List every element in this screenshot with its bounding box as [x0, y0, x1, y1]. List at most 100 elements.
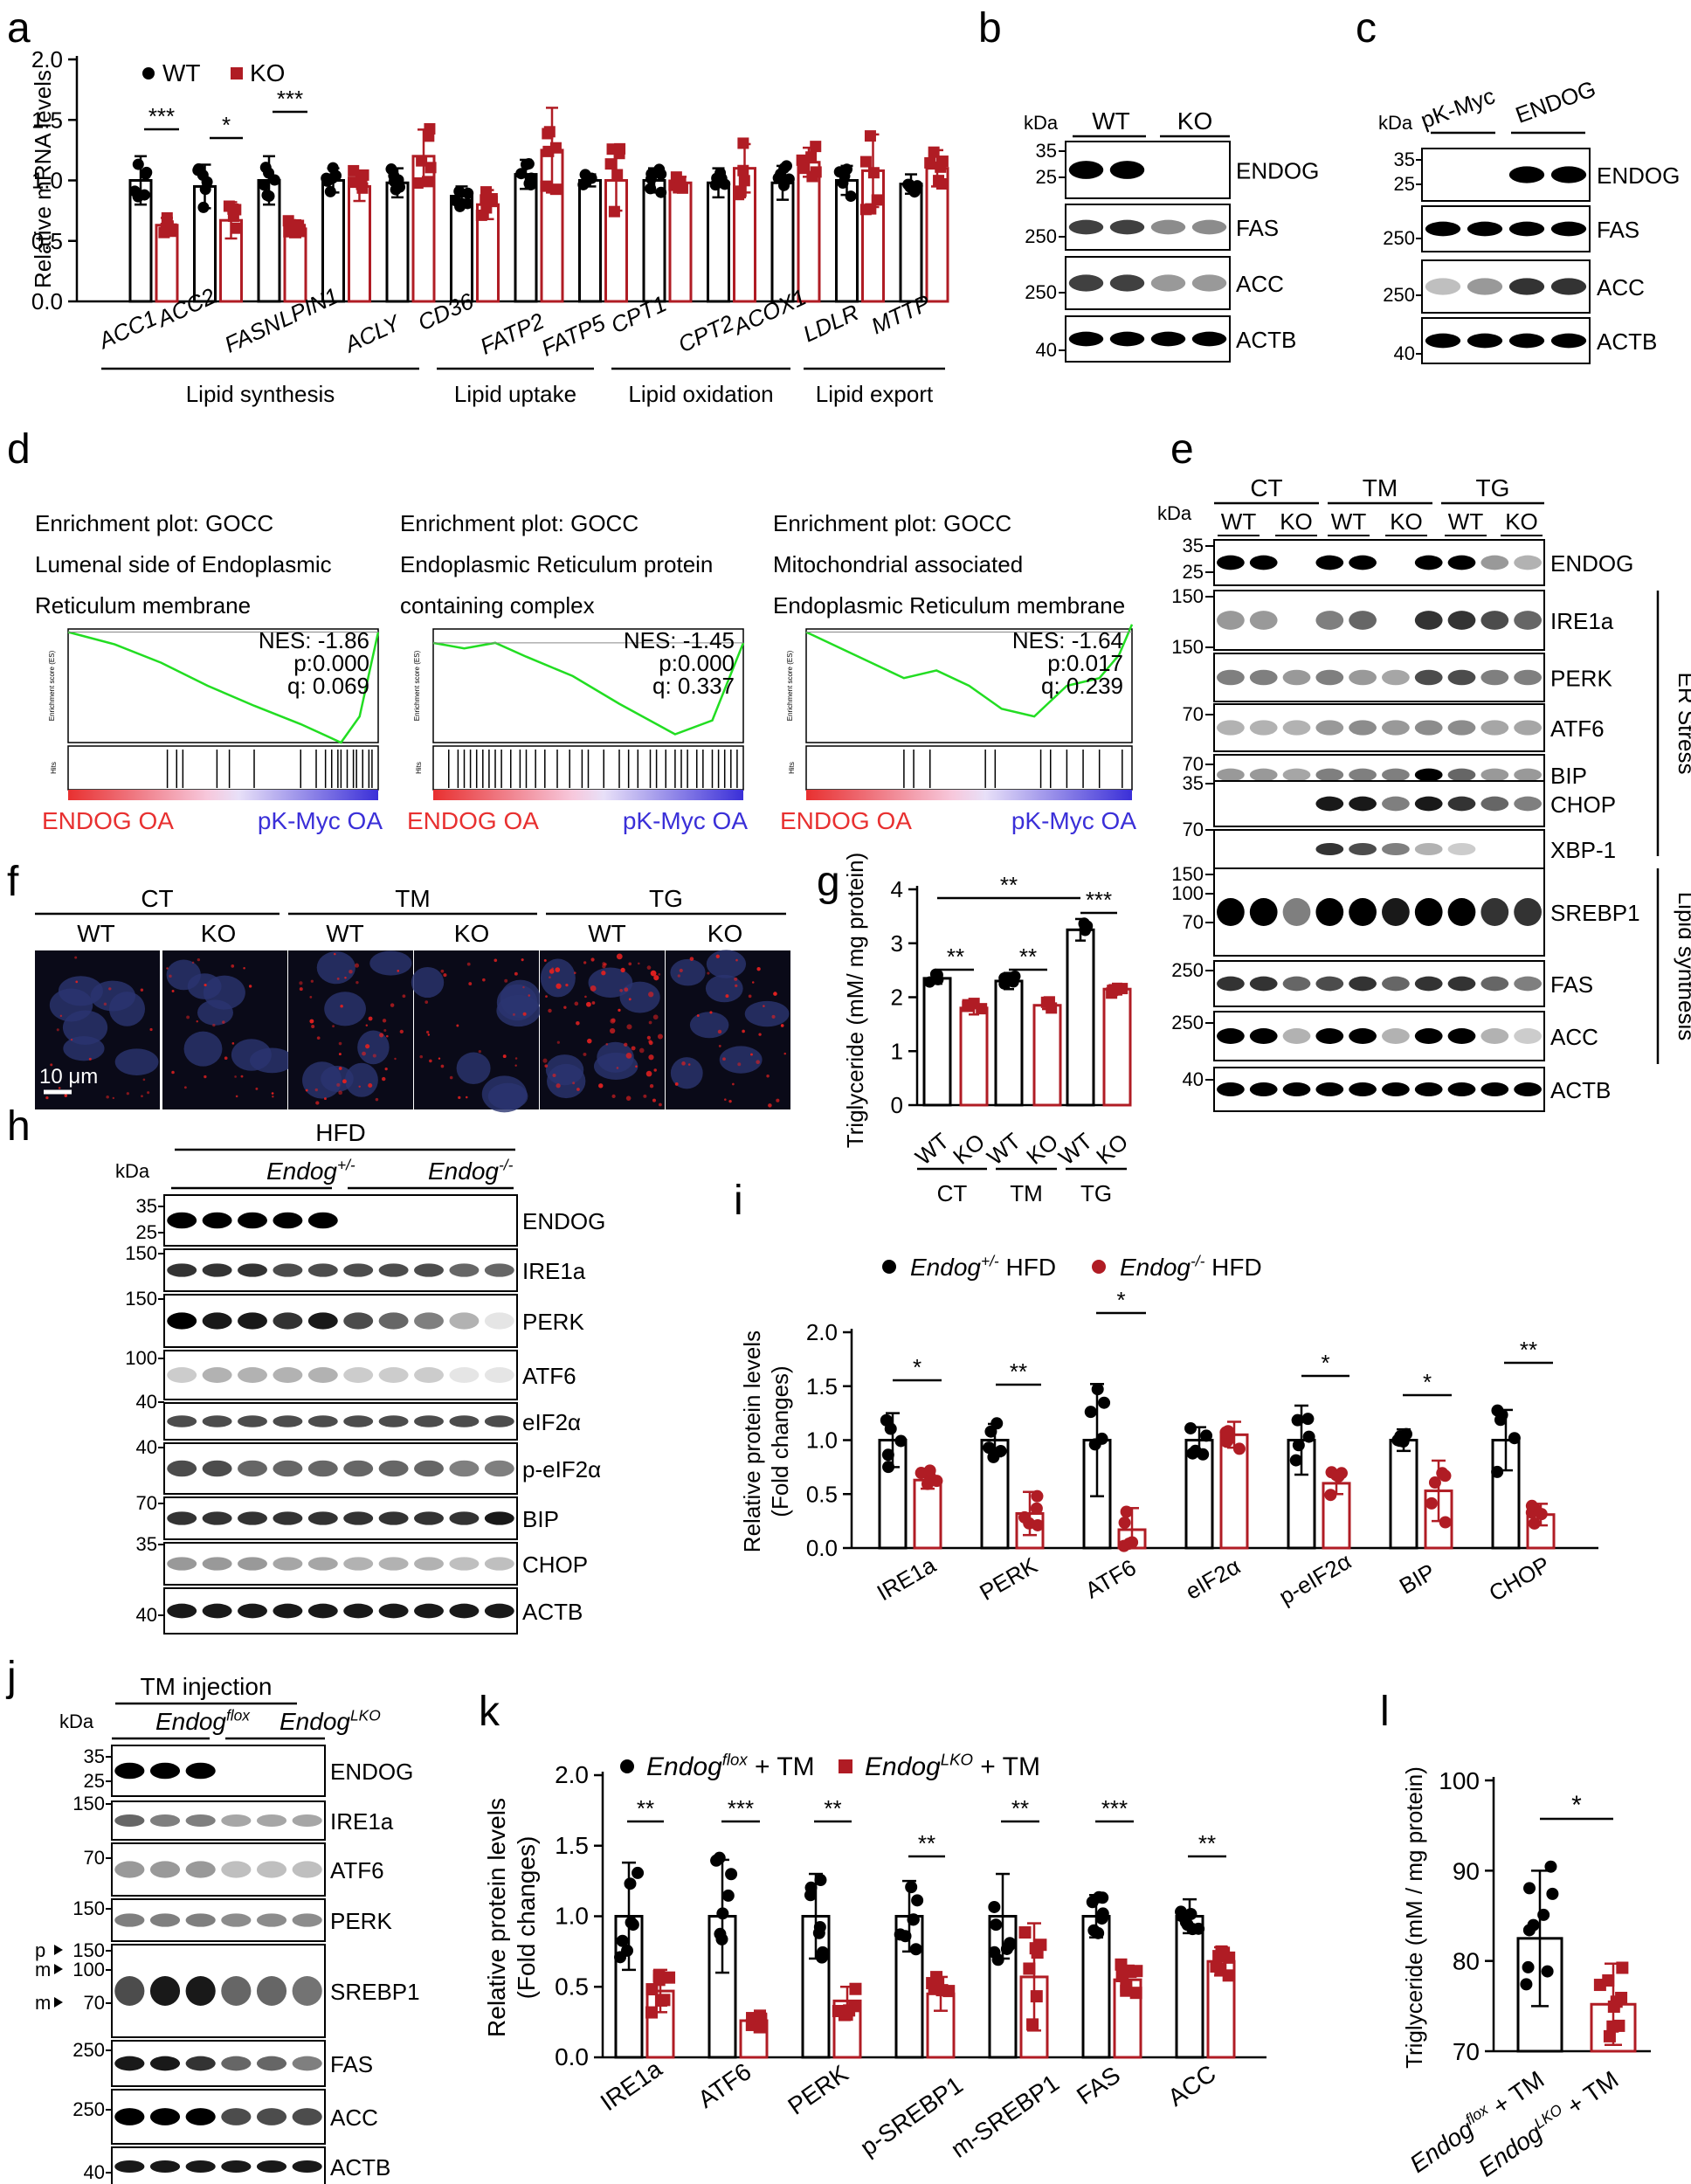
- data-point: [991, 1953, 1004, 1966]
- mw-label: 150: [72, 1793, 105, 1814]
- blot-band: [1068, 274, 1104, 292]
- data-point: [626, 1918, 639, 1932]
- lipid-droplet: [338, 1090, 343, 1095]
- lipid-droplet: [390, 1003, 395, 1007]
- blot-band: [1315, 976, 1344, 992]
- lipid-droplet: [652, 1098, 657, 1102]
- data-point: [674, 176, 687, 189]
- blot-band: [1514, 720, 1542, 736]
- lipid-droplet: [659, 1102, 662, 1107]
- lipid-droplet: [648, 1054, 654, 1061]
- data-point: [814, 1874, 827, 1887]
- data-point: [1520, 1978, 1533, 1991]
- blot-band: [114, 1913, 145, 1927]
- lipid-droplet: [186, 1015, 190, 1019]
- data-point: [725, 1868, 738, 1881]
- blot-band: [1315, 796, 1344, 812]
- genotype-label: WT: [1448, 508, 1484, 535]
- gene-label: CPT1: [607, 290, 671, 338]
- blot-band: [1315, 768, 1344, 782]
- lipid-droplet: [316, 1036, 321, 1040]
- blot-band: [1249, 898, 1278, 926]
- label-part: Endog: [910, 1254, 981, 1281]
- lipid-droplet: [183, 1086, 187, 1089]
- data-point: [1523, 1882, 1536, 1895]
- data-point: [658, 1994, 671, 2007]
- group-label: Endogflox: [155, 1706, 251, 1735]
- bar: [797, 161, 821, 303]
- nucleus: [670, 958, 706, 986]
- lipid-droplet: [323, 1097, 327, 1101]
- lipid-droplet: [748, 994, 752, 999]
- lipid-droplet: [212, 1023, 216, 1027]
- blot-band: [1382, 720, 1410, 736]
- lipid-droplet: [652, 1014, 659, 1020]
- lipid-droplet: [658, 972, 661, 976]
- data-point: [1616, 1961, 1629, 1974]
- blot-band: [1480, 669, 1509, 686]
- lipid-droplet: [625, 1095, 632, 1101]
- blot-band: [149, 2056, 181, 2071]
- x-tick-label: PERK: [975, 1552, 1042, 1606]
- mw-label: 70: [136, 1492, 157, 1514]
- blot-frame: [111, 1944, 326, 2038]
- data-point: [140, 168, 152, 180]
- data-point: [816, 1946, 829, 1959]
- blot-band: [114, 2108, 145, 2125]
- data-point: [894, 1434, 908, 1448]
- lipid-droplet: [715, 954, 720, 958]
- lipid-droplet: [722, 1057, 726, 1061]
- lipid-droplet: [147, 1091, 150, 1095]
- lipid-droplet: [783, 1052, 787, 1055]
- data-point: [737, 164, 749, 176]
- data-point: [1098, 1396, 1111, 1409]
- y-axis-title: Triglyceride (mM / mg protein): [1401, 1766, 1427, 2069]
- gene-label: ACC1: [93, 305, 161, 355]
- blot-band: [1282, 720, 1311, 736]
- lipid-droplet: [780, 1024, 784, 1027]
- data-point: [1184, 1421, 1198, 1434]
- lipid-droplet: [512, 1013, 515, 1016]
- blot-band: [256, 1913, 287, 1927]
- blot-band: [1315, 898, 1344, 926]
- lipid-droplet: [468, 982, 473, 986]
- band-label: FAS: [1236, 215, 1279, 241]
- gsea-title: Mitochondrial associated: [773, 551, 1023, 577]
- blot-band: [1217, 1082, 1245, 1096]
- significance-label: *: [913, 1354, 921, 1380]
- blot-band: [1217, 669, 1245, 686]
- y-tick-label: 0.0: [806, 1535, 838, 1561]
- data-point: [1120, 1505, 1133, 1518]
- data-point: [867, 167, 880, 179]
- data-point: [294, 224, 307, 236]
- blot-band: [1480, 611, 1509, 630]
- lipid-droplet: [336, 1082, 341, 1087]
- data-point: [1546, 1887, 1559, 1900]
- blot-band: [238, 1511, 267, 1525]
- blot-band: [273, 1603, 303, 1619]
- nucleus: [689, 1012, 729, 1039]
- lipid-droplet: [737, 1062, 742, 1067]
- blot-band: [307, 1263, 338, 1277]
- data-point: [894, 1928, 907, 1941]
- lipid-droplet: [771, 1014, 776, 1019]
- mw-label: 250: [1383, 284, 1415, 306]
- blot-band: [1480, 796, 1509, 812]
- blot-band: [1447, 669, 1476, 686]
- lipid-droplet: [240, 1075, 244, 1078]
- lipid-droplet: [372, 1054, 376, 1058]
- panel-e: kDa CT TM TG WT KO WT KO WT KO ENDOG IRE1a PERK ATF6 B…: [1157, 474, 1691, 1112]
- data-point: [933, 175, 945, 187]
- group-label: EndogLKO: [280, 1706, 381, 1735]
- lipid-droplet: [763, 1005, 765, 1007]
- blot-band: [1514, 976, 1542, 992]
- blot-band: [1217, 976, 1245, 992]
- data-point: [721, 1889, 735, 1902]
- lipid-droplet: [750, 1053, 753, 1056]
- blot-band: [449, 1460, 480, 1477]
- blot-band: [307, 1312, 338, 1330]
- gsea-title: Endoplasmic Reticulum membrane: [773, 592, 1125, 619]
- lipid-droplet: [438, 1057, 441, 1060]
